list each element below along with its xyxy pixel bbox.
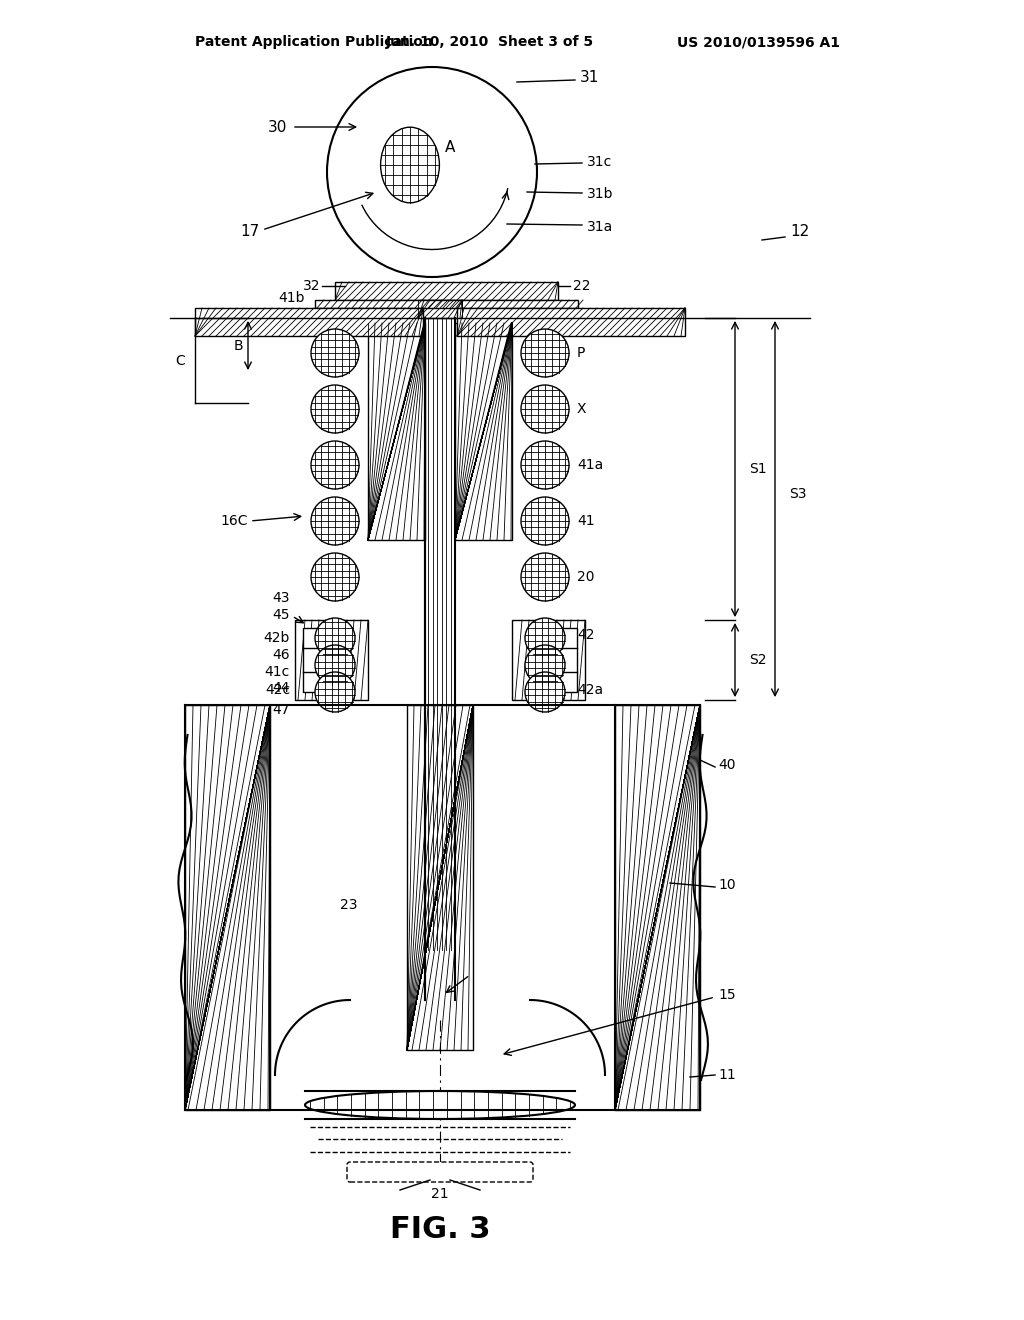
Ellipse shape xyxy=(525,672,565,711)
Ellipse shape xyxy=(315,645,355,685)
Ellipse shape xyxy=(315,618,355,657)
Ellipse shape xyxy=(315,672,355,711)
Text: US 2010/0139596 A1: US 2010/0139596 A1 xyxy=(677,36,840,49)
Circle shape xyxy=(327,67,537,277)
Ellipse shape xyxy=(305,1092,575,1119)
Ellipse shape xyxy=(311,498,359,545)
Ellipse shape xyxy=(311,329,359,378)
Ellipse shape xyxy=(521,441,569,488)
Ellipse shape xyxy=(521,329,569,378)
Ellipse shape xyxy=(381,127,439,203)
Text: Patent Application Publication: Patent Application Publication xyxy=(195,36,433,49)
Text: X: X xyxy=(577,403,587,416)
Text: 44: 44 xyxy=(272,681,290,696)
Bar xyxy=(418,300,462,318)
Text: 11: 11 xyxy=(718,1068,736,1082)
Text: 31b: 31b xyxy=(587,187,613,201)
Text: 41: 41 xyxy=(577,513,595,528)
Text: S1: S1 xyxy=(749,462,767,477)
Text: 47: 47 xyxy=(272,704,290,717)
Ellipse shape xyxy=(311,553,359,601)
Bar xyxy=(315,300,578,308)
Bar xyxy=(512,620,585,700)
Text: 22: 22 xyxy=(573,279,591,293)
Text: 31: 31 xyxy=(580,70,599,84)
Text: 30: 30 xyxy=(267,120,287,135)
Bar xyxy=(615,705,700,1110)
Text: 23: 23 xyxy=(340,898,357,912)
Ellipse shape xyxy=(525,645,565,685)
Text: S2: S2 xyxy=(749,653,767,667)
Text: 45: 45 xyxy=(272,609,290,622)
Text: A: A xyxy=(444,140,456,154)
Ellipse shape xyxy=(521,553,569,601)
Text: 17: 17 xyxy=(241,224,260,239)
Text: 31a: 31a xyxy=(587,220,613,234)
Bar xyxy=(303,628,340,692)
Text: 41c: 41c xyxy=(265,665,290,678)
Bar xyxy=(455,323,512,540)
Text: 12: 12 xyxy=(790,224,809,239)
Text: 42c: 42c xyxy=(265,682,290,697)
Text: 42: 42 xyxy=(577,628,595,642)
Text: S3: S3 xyxy=(790,487,807,502)
Text: 15: 15 xyxy=(718,987,735,1002)
Ellipse shape xyxy=(311,441,359,488)
Bar xyxy=(185,705,270,1110)
Ellipse shape xyxy=(521,498,569,545)
Bar xyxy=(407,705,473,1049)
Bar xyxy=(295,620,368,700)
Text: 41a: 41a xyxy=(577,458,603,473)
Bar xyxy=(335,282,558,300)
Text: 42a: 42a xyxy=(577,682,603,697)
Text: 16C: 16C xyxy=(220,513,248,528)
Text: 32: 32 xyxy=(302,279,319,293)
Text: 21: 21 xyxy=(431,1187,449,1201)
Text: 43: 43 xyxy=(272,591,290,605)
Text: FIG. 3: FIG. 3 xyxy=(390,1216,490,1245)
Ellipse shape xyxy=(521,385,569,433)
Text: 41b: 41b xyxy=(279,290,305,305)
Bar xyxy=(540,628,577,692)
Ellipse shape xyxy=(525,618,565,657)
Text: 10: 10 xyxy=(718,878,735,892)
Text: 31c: 31c xyxy=(587,154,612,169)
Bar xyxy=(195,308,423,337)
Text: P: P xyxy=(577,346,586,360)
Bar xyxy=(368,323,425,540)
Text: B: B xyxy=(233,339,243,352)
Text: C: C xyxy=(175,354,185,368)
Text: 40: 40 xyxy=(718,758,735,772)
Text: Jun. 10, 2010  Sheet 3 of 5: Jun. 10, 2010 Sheet 3 of 5 xyxy=(386,36,594,49)
Bar xyxy=(457,308,685,337)
Text: 46: 46 xyxy=(272,648,290,663)
Text: 20: 20 xyxy=(577,570,595,583)
Ellipse shape xyxy=(311,385,359,433)
FancyBboxPatch shape xyxy=(347,1162,534,1181)
Text: 42b: 42b xyxy=(263,631,290,645)
